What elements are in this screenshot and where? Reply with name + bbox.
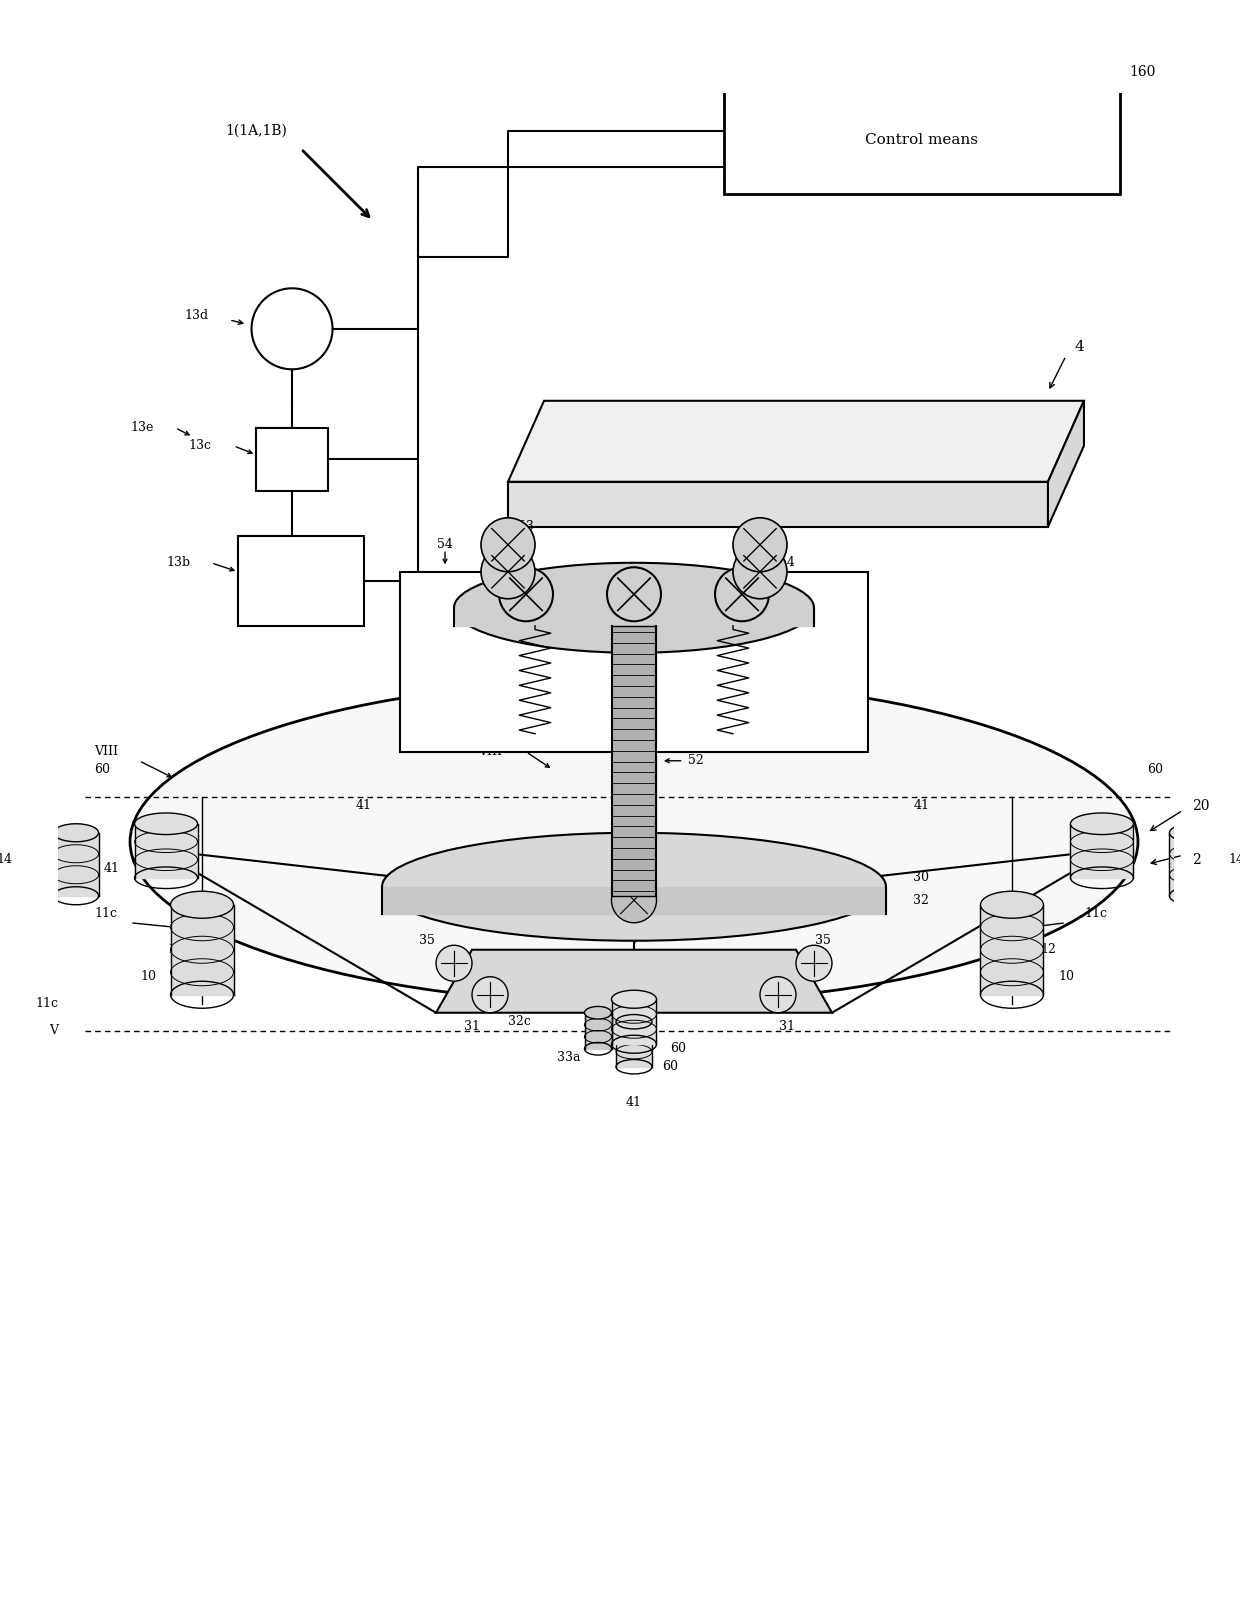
Text: 11c: 11c: [1084, 908, 1107, 920]
Circle shape: [481, 545, 534, 598]
Polygon shape: [53, 833, 98, 896]
Text: Control means: Control means: [866, 132, 978, 147]
Circle shape: [733, 545, 787, 598]
Polygon shape: [981, 904, 1044, 995]
Text: 2: 2: [1192, 853, 1200, 867]
Text: 13b: 13b: [166, 556, 190, 569]
Circle shape: [498, 567, 553, 621]
Text: 32c: 32c: [508, 1016, 531, 1028]
Ellipse shape: [382, 833, 885, 941]
Circle shape: [481, 517, 534, 572]
Text: VIII: VIII: [477, 745, 502, 758]
Text: V: V: [630, 935, 639, 948]
Text: 13d: 13d: [184, 310, 208, 322]
Polygon shape: [508, 482, 1048, 527]
Text: 4: 4: [1075, 340, 1085, 353]
Polygon shape: [1169, 833, 1214, 896]
Text: 10: 10: [140, 970, 156, 983]
Polygon shape: [1070, 824, 1133, 879]
Circle shape: [733, 517, 787, 572]
Text: 35: 35: [815, 935, 831, 948]
Text: 54: 54: [436, 538, 453, 551]
Text: 41: 41: [626, 1016, 642, 1028]
Text: 60: 60: [94, 762, 110, 777]
Polygon shape: [611, 999, 656, 1045]
Text: 51: 51: [841, 611, 857, 624]
Text: 41: 41: [626, 1096, 642, 1109]
Text: 30: 30: [913, 870, 929, 885]
Polygon shape: [171, 904, 233, 995]
Ellipse shape: [53, 824, 98, 841]
Ellipse shape: [130, 680, 1138, 1004]
Text: 53: 53: [518, 521, 534, 534]
Text: 54: 54: [779, 556, 795, 569]
Text: 13c: 13c: [188, 440, 211, 453]
Text: 11c: 11c: [35, 998, 58, 1011]
Text: 10: 10: [1058, 970, 1074, 983]
Text: 32d: 32d: [680, 917, 701, 929]
Ellipse shape: [611, 990, 656, 1008]
Circle shape: [715, 567, 769, 621]
Text: 41: 41: [356, 800, 372, 812]
Text: 32d: 32d: [769, 630, 790, 640]
Ellipse shape: [134, 812, 197, 835]
Polygon shape: [134, 824, 197, 879]
Circle shape: [436, 945, 472, 982]
Polygon shape: [616, 1022, 652, 1067]
Ellipse shape: [981, 891, 1044, 919]
Text: 52: 52: [688, 754, 704, 767]
Text: 14: 14: [1228, 853, 1240, 866]
Bar: [238, 535, 365, 625]
Text: 20: 20: [1192, 800, 1209, 812]
Bar: [401, 572, 868, 751]
Text: 13e: 13e: [130, 421, 154, 434]
Bar: [255, 427, 329, 490]
Ellipse shape: [171, 891, 233, 919]
Circle shape: [472, 977, 508, 1012]
Text: 32: 32: [913, 893, 929, 906]
Text: 35: 35: [419, 935, 435, 948]
Text: 1(1A,1B): 1(1A,1B): [226, 124, 286, 137]
Text: 33a: 33a: [557, 1051, 580, 1064]
Text: 11c: 11c: [94, 908, 117, 920]
Polygon shape: [611, 625, 656, 896]
Ellipse shape: [454, 563, 813, 653]
Ellipse shape: [616, 1014, 652, 1028]
Text: V: V: [50, 1024, 58, 1037]
Text: 41: 41: [914, 800, 930, 812]
Text: 32b: 32b: [477, 683, 498, 693]
Text: 31: 31: [464, 1020, 480, 1033]
Text: 60: 60: [1147, 762, 1163, 777]
Text: 14: 14: [0, 853, 12, 866]
Ellipse shape: [1169, 824, 1214, 841]
Text: VIII: VIII: [94, 745, 118, 758]
Circle shape: [796, 945, 832, 982]
Text: 12: 12: [1040, 943, 1056, 956]
Text: 33: 33: [671, 978, 687, 993]
Text: 41: 41: [104, 862, 120, 875]
Circle shape: [252, 289, 332, 369]
Ellipse shape: [1070, 812, 1133, 835]
Text: 160: 160: [1128, 66, 1156, 79]
Circle shape: [608, 567, 661, 621]
Circle shape: [760, 977, 796, 1012]
Circle shape: [611, 879, 656, 922]
Text: 12: 12: [167, 943, 184, 956]
Polygon shape: [382, 887, 885, 914]
Text: 50: 50: [841, 592, 857, 604]
Bar: [724, 85, 1120, 193]
Text: 60: 60: [670, 1043, 686, 1056]
Polygon shape: [1048, 401, 1084, 527]
Polygon shape: [508, 401, 1084, 482]
Text: 54: 54: [609, 613, 624, 622]
Text: 60: 60: [662, 1061, 678, 1074]
Polygon shape: [436, 949, 832, 1012]
Ellipse shape: [584, 1006, 611, 1019]
Text: 32b: 32b: [769, 683, 790, 693]
Polygon shape: [454, 608, 813, 625]
Text: 31: 31: [779, 1020, 795, 1033]
Polygon shape: [584, 1012, 611, 1049]
Text: 32d: 32d: [477, 630, 498, 640]
